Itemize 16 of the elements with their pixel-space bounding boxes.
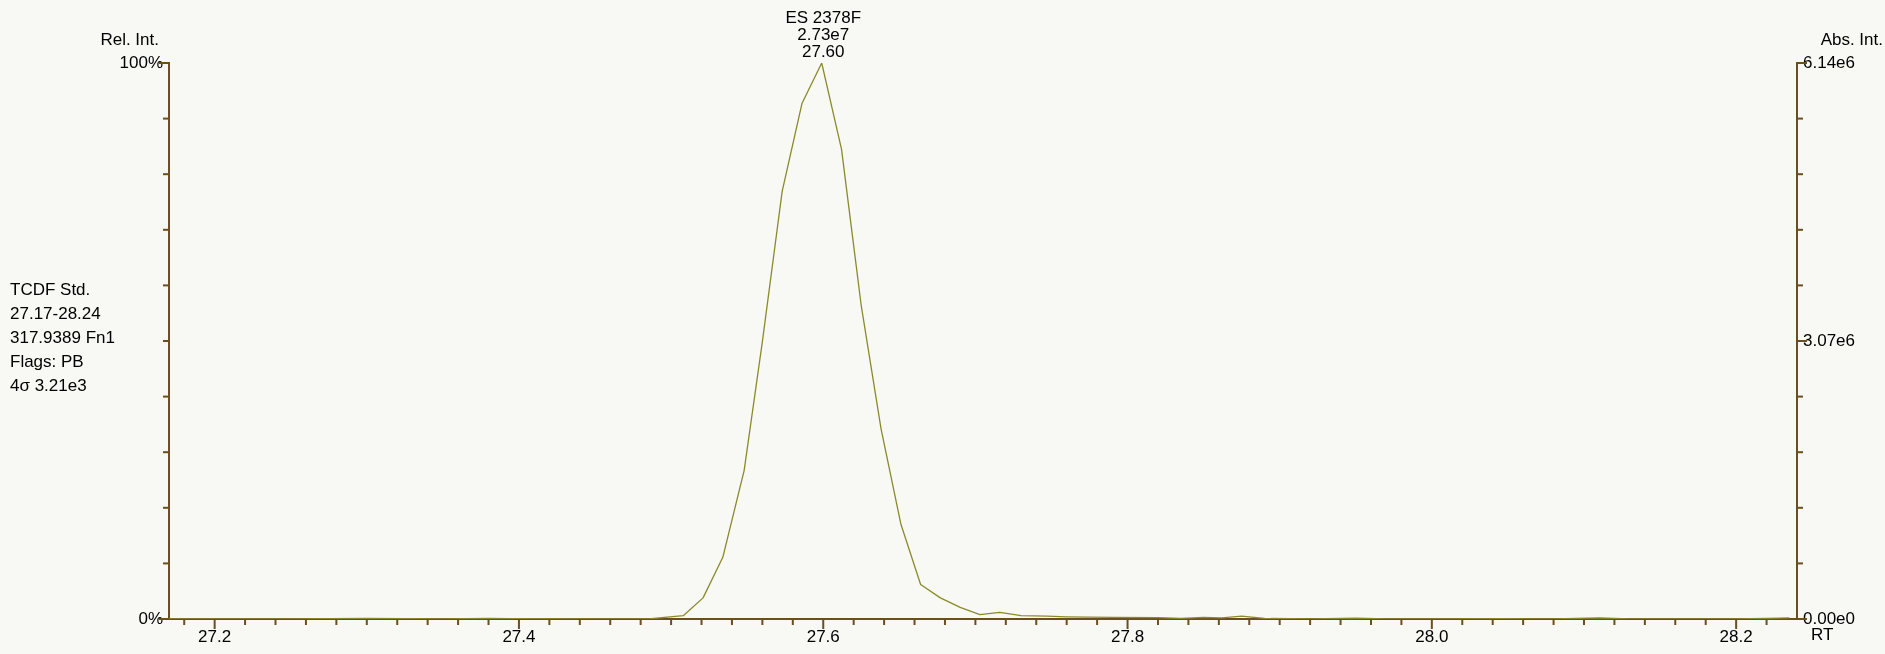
x-tick-label: 27.8 (1111, 626, 1145, 646)
annotation: ES 2378F 2.73e7 27.60 (785, 8, 862, 62)
x-tick-label: 27.2 (198, 626, 232, 646)
y2-tick-label: 3.07e6 (1803, 330, 1855, 350)
y2-tick-label: 6.14e6 (1803, 52, 1855, 72)
x-tick-label: 28.2 (1719, 626, 1753, 646)
y-tick-label: 0% (138, 608, 163, 628)
text: TCDF Std. 27.17-28.24 317.9389 Fn1 Flags: PB 4σ 3.21e3 (10, 280, 115, 396)
y2-axis-title: Abs. Int. (1820, 30, 1883, 50)
y-axis-title: Rel. Int. (100, 30, 159, 50)
x-tick-label: 27.4 (502, 626, 536, 646)
y2-tick-label: 0.00e0 (1803, 608, 1855, 628)
x-tick-label: 28.0 (1415, 626, 1449, 646)
y-tick-label: 100% (119, 52, 163, 72)
x-tick-label: 27.6 (806, 626, 840, 646)
x-axis-title: RT (1811, 625, 1834, 645)
